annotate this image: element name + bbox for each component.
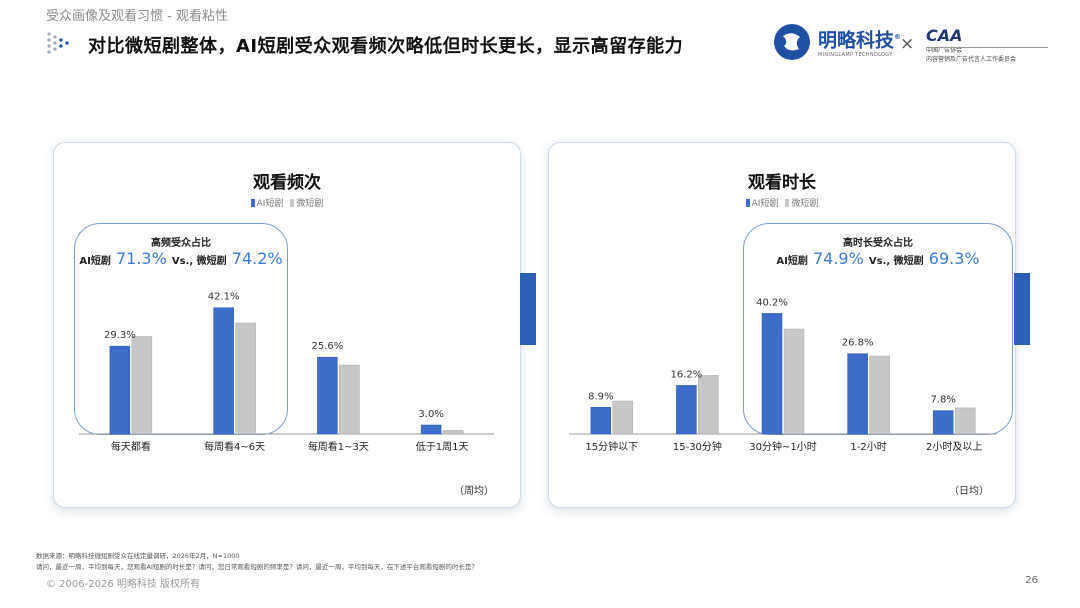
value-label: 3.0% [418, 409, 443, 420]
highlight-values: AI短剧 71.3% Vs., 微短剧 74.2% [79, 249, 283, 268]
value-label: 42.1% [208, 292, 240, 303]
legend-swatch-micro [290, 199, 295, 207]
chart-title: 观看频次 [253, 173, 321, 193]
brand-logo: 明略科技® MININGLAMP TECHNOLOGY [772, 22, 901, 62]
value-label: 29.3% [104, 330, 136, 341]
duration-chart-card: 观看时长 AI短剧 微短剧 高时长受众占比 AI短剧 74.9% Vs., 微短… [548, 142, 1016, 508]
legend-label-micro: 微短剧 [791, 199, 819, 209]
title-row: 对比微短剧整体，AI短剧受众观看频次略低但时长更长，显示高留存能力 [46, 30, 683, 60]
cross-mark: × [900, 34, 915, 54]
bar-micro [131, 336, 153, 435]
category-label: 15-30分钟 [673, 440, 722, 453]
chart-legend: AI短剧 微短剧 [54, 196, 520, 209]
bar-ai [590, 407, 612, 435]
brand-name: 明略科技® [818, 29, 902, 52]
category-label: 30分钟~1小时 [749, 440, 816, 453]
bar-micro [442, 430, 464, 435]
category-label: 每周看4~6天 [204, 440, 265, 453]
highlight-heading: 高频受众占比 [151, 238, 211, 249]
bar-micro [339, 364, 360, 435]
value-label: 16.2% [671, 369, 703, 380]
legend-swatch-ai [250, 199, 255, 207]
highlight-values: AI短剧 74.9% Vs., 微短剧 69.3% [776, 249, 980, 268]
value-label: 26.8% [842, 338, 874, 349]
highlight-micro-value: 69.3% [928, 249, 980, 268]
category-label: 2小时及以上 [926, 441, 982, 453]
caa-logo: CAA 中国广告协会 内容营销及广告代言人工作委员会 [926, 26, 1048, 63]
value-label: 40.2% [756, 297, 788, 308]
category-label: 每天都看 [111, 440, 151, 453]
unit-label: （周均） [454, 486, 494, 497]
category-label: 1-2小时 [850, 441, 886, 453]
bar-ai [317, 356, 338, 435]
legend-label-ai: AI短剧 [256, 199, 284, 209]
bar-ai [676, 385, 697, 435]
highlight-box: 高频受众占比 AI短剧 71.3% Vs., 微短剧 74.2% [74, 223, 288, 435]
value-label: 25.6% [311, 341, 343, 352]
side-tab [1014, 273, 1030, 345]
category-label: 低于1周1天 [416, 440, 469, 453]
bar-micro [869, 355, 890, 435]
bar-ai [213, 307, 234, 435]
category-label: 15分钟以下 [585, 440, 638, 453]
value-label: 7.8% [930, 395, 955, 406]
question-note: 请问，最近一周，平均到每天，您观看AI短剧的时长是？请问，您日常观看短剧的频率是… [36, 563, 478, 571]
bar-ai [109, 345, 131, 435]
bar-micro [612, 400, 634, 435]
highlight-ai-value: 71.3% [115, 249, 167, 268]
highlight-heading: 高时长受众占比 [843, 238, 913, 249]
bar-micro [783, 328, 805, 435]
caa-logo-text: CAA [926, 26, 963, 45]
caa-line2: 内容营销及广告代言人工作委员会 [926, 56, 1017, 63]
copyright: © 2006-2026 明略科技 版权所有 [46, 579, 201, 590]
value-label: 8.9% [588, 391, 613, 402]
side-tab [520, 273, 536, 345]
page-title: 对比微短剧整体，AI短剧受众观看频次略低但时长更长，显示高留存能力 [88, 36, 684, 57]
chart-title: 观看时长 [748, 173, 816, 193]
page-number: 26 [1025, 575, 1038, 586]
legend-swatch-micro [785, 199, 790, 207]
legend-label-ai: AI短剧 [751, 199, 779, 209]
frequency-chart-card: 观看频次 AI短剧 微短剧 高频受众占比 AI短剧 71.3% Vs., 微短剧… [53, 142, 521, 508]
caa-line1: 中国广告协会 [926, 47, 963, 54]
bar-ai [420, 424, 442, 435]
bar-ai [932, 410, 954, 435]
duration-bar-plot: 8.9% 15分钟以下 16.2% 15-30分钟 40.2% 30分钟~1小时 26.8%… [569, 297, 997, 453]
data-source-note: 数据来源：明略科技微短剧受众在线定量调研，2026年2月，N=1000 [36, 552, 240, 560]
chart-legend: AI短剧 微短剧 [549, 196, 1015, 209]
bar-micro [235, 322, 256, 435]
unit-label: （日均） [949, 486, 989, 497]
legend-label-micro: 微短剧 [296, 199, 324, 209]
frequency-bar-plot: 29.3% 每天都看 42.1% 每周看4~6天 25.6% 每周看1~3天 3.0% 低于1… [79, 292, 494, 453]
category-label: 每周看1~3天 [308, 440, 369, 453]
dots-arrow-icon [47, 32, 69, 54]
bar-ai [761, 313, 783, 435]
bar-micro [954, 407, 976, 435]
legend-swatch-ai [745, 199, 750, 207]
bar-ai [847, 353, 868, 435]
highlight-micro-value: 74.2% [231, 249, 283, 268]
brand-mark-icon [774, 24, 810, 60]
bar-micro [698, 375, 719, 435]
brand-subtitle: MININGLAMP TECHNOLOGY [818, 51, 893, 58]
highlight-ai-value: 74.9% [812, 249, 864, 268]
breadcrumb: 受众画像及观看习惯 - 观看粘性 [46, 9, 228, 24]
